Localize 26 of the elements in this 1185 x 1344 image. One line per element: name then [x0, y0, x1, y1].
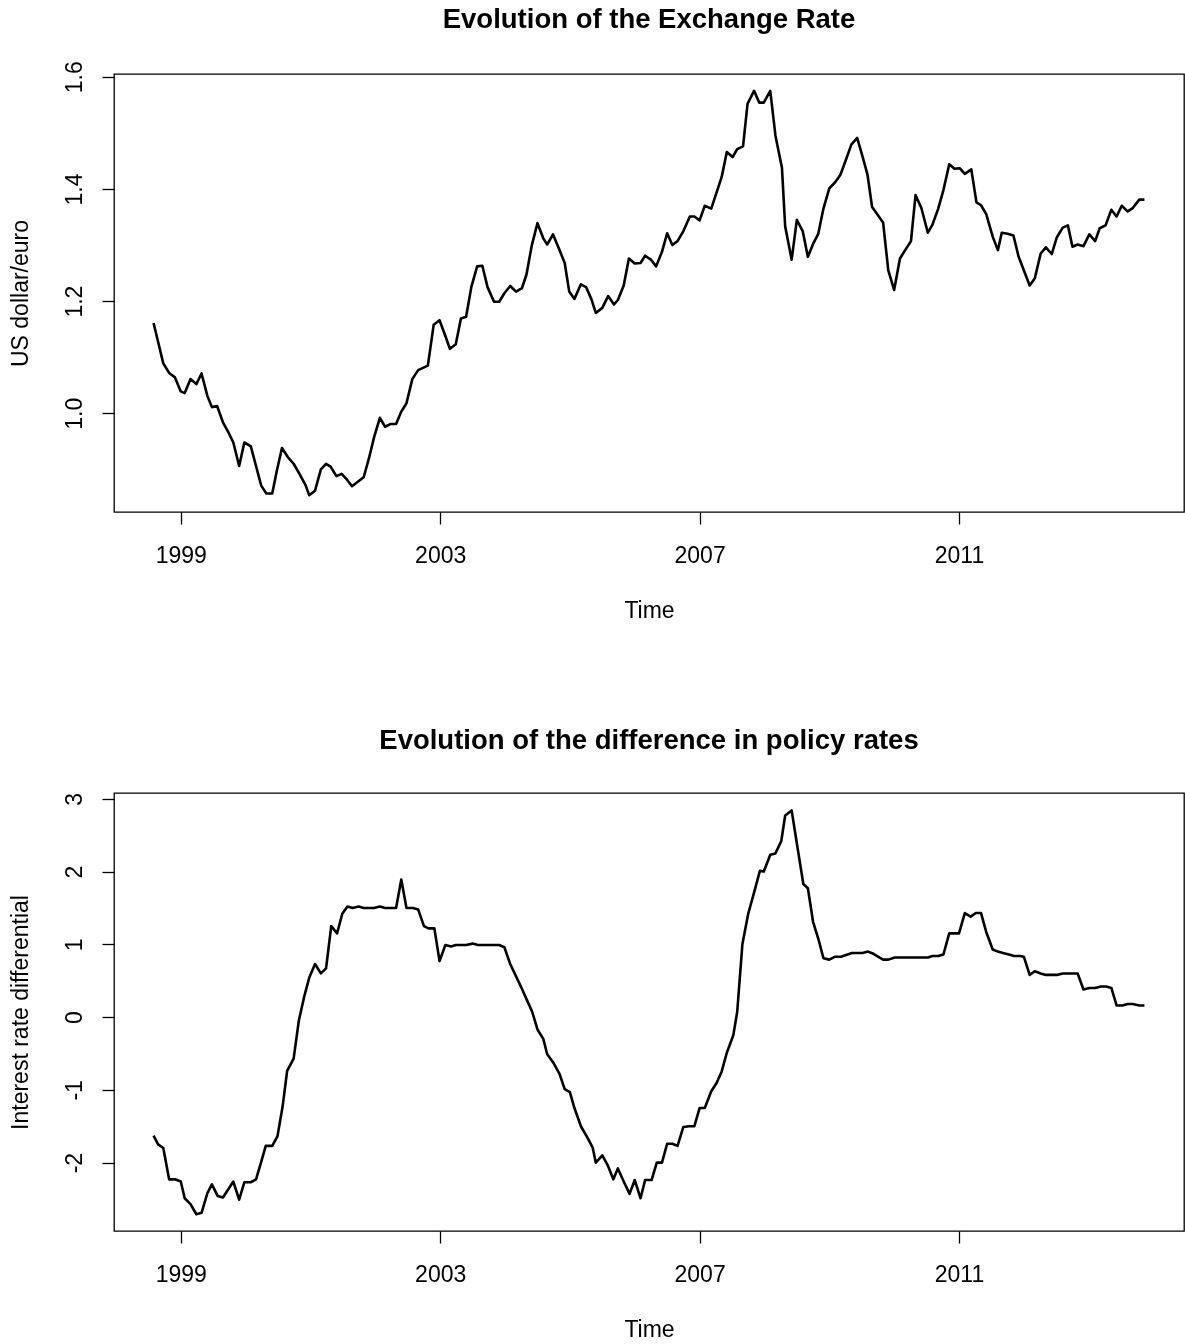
- y-tick-label: 2: [60, 865, 87, 879]
- chart-title: Evolution of the Exchange Rate: [442, 3, 856, 35]
- x-tick-label: 2007: [674, 1260, 726, 1287]
- x-axis-title: Time: [624, 596, 675, 623]
- y-tick-label: 1.4: [60, 173, 87, 206]
- x-tick-label: 2007: [674, 541, 726, 568]
- x-axis-title: Time: [624, 1315, 675, 1342]
- y-axis-title: US dollar/euro: [6, 219, 33, 368]
- line-series: [152, 809, 1146, 1216]
- y-tick-label: -2: [60, 1152, 87, 1174]
- y-tick-label: 1.6: [60, 61, 87, 94]
- x-tick-label: 1999: [155, 1260, 207, 1287]
- y-tick-label: 1.2: [60, 285, 87, 318]
- y-tick-label: 1.0: [60, 397, 87, 430]
- y-axis-title: Interest rate differential: [6, 895, 33, 1130]
- x-tick-label: 2003: [415, 541, 467, 568]
- x-tick-label: 2011: [934, 1260, 985, 1287]
- chart-title: Evolution of the difference in policy rates: [379, 723, 919, 755]
- y-tick-label: 3: [60, 792, 87, 806]
- y-tick-label: 0: [60, 1011, 87, 1024]
- y-tick-label: 1: [60, 938, 87, 952]
- x-tick-label: 2003: [415, 1260, 467, 1287]
- line-series: [152, 89, 1146, 497]
- x-tick-label: 1999: [155, 541, 207, 568]
- x-tick-label: 2011: [934, 541, 985, 568]
- y-tick-label: -1: [60, 1080, 87, 1101]
